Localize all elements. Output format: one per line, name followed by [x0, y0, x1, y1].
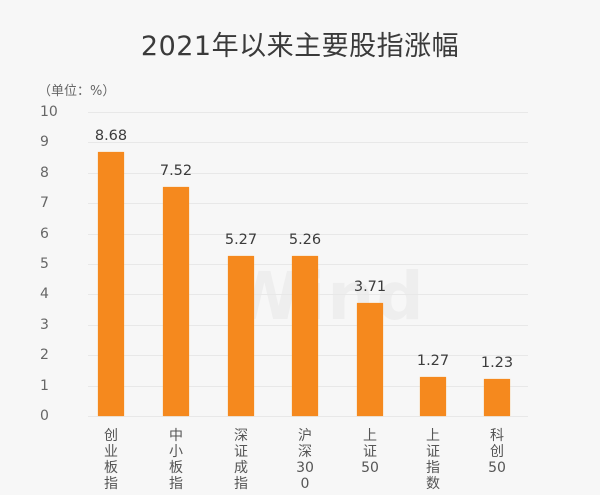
gridline — [88, 416, 528, 417]
bar-4 — [292, 256, 318, 416]
bar-6 — [420, 377, 446, 416]
bar-5 — [357, 303, 383, 416]
y-tick-label: 10 — [40, 104, 58, 120]
value-label: 5.26 — [288, 232, 322, 249]
y-tick-label: 8 — [40, 164, 49, 181]
value-label: 1.27 — [416, 353, 450, 370]
watermark: Wind — [228, 258, 426, 335]
gridline — [88, 172, 528, 174]
value-label: 3.71 — [353, 279, 387, 296]
y-tick-label: 4 — [40, 286, 49, 303]
bar-2 — [163, 187, 189, 416]
bar-7 — [484, 378, 510, 416]
y-tick-label: 5 — [40, 256, 49, 272]
gridline — [88, 142, 528, 144]
y-tick-label: 2 — [40, 347, 49, 364]
gridline — [88, 203, 528, 205]
x-tick-label: 上证50 — [361, 428, 379, 476]
y-tick-label: 1 — [40, 377, 49, 394]
y-tick-label: 6 — [40, 225, 49, 242]
gridline — [88, 233, 528, 235]
x-tick-label: 深证成指 — [234, 428, 248, 492]
value-label: 1.23 — [480, 354, 514, 371]
value-label: 5.27 — [224, 231, 258, 248]
bar-3 — [228, 255, 254, 416]
x-tick-label: 科创50 — [488, 428, 506, 476]
y-tick-label: 9 — [40, 134, 49, 151]
chart-title: 2021年以来主要股指涨幅 — [140, 31, 460, 62]
x-tick-label: 中小板指 — [169, 428, 183, 492]
y-tick-label: 7 — [40, 195, 49, 212]
x-tick-label: 沪深300 — [296, 428, 314, 492]
unit-label: （单位：%） — [38, 84, 116, 99]
y-tick-label: 3 — [40, 316, 49, 333]
x-tick-label: 创业板指 — [104, 428, 118, 492]
bar-1 — [98, 152, 124, 416]
y-tick-label: 0 — [40, 408, 49, 424]
value-label: 8.68 — [94, 128, 128, 145]
x-tick-label: 上证指数 — [426, 428, 440, 492]
value-label: 7.52 — [159, 163, 193, 180]
gridline — [88, 112, 528, 113]
